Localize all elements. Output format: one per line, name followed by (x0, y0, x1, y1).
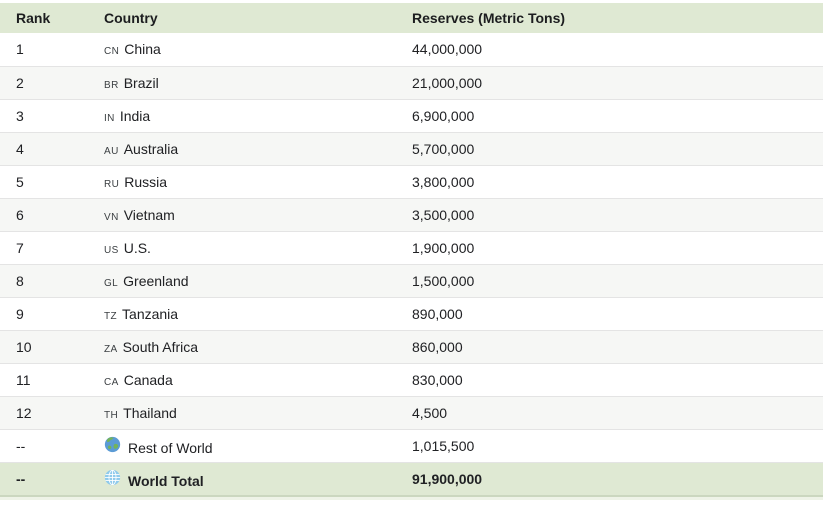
country-code: RU (104, 178, 120, 190)
table-body: 1 CN China 44,000,000 2 BR Brazil 21,000,000 3 IN… (0, 33, 823, 495)
header-rank: Rank (0, 3, 88, 33)
country-cell: US U.S. (88, 231, 396, 264)
header-reserves: Reserves (Metric Tons) (396, 3, 823, 33)
table-row: 11 CA Canada 830,000 (0, 363, 823, 396)
rank-cell: 3 (16, 107, 24, 124)
table-row: 4 AU Australia 5,700,000 (0, 132, 823, 165)
country-name: Greenland (123, 272, 189, 289)
rank-cell: 9 (16, 305, 24, 322)
country-code: CN (104, 46, 120, 58)
table-header: Rank Country Reserves (Metric Tons) (0, 3, 823, 33)
reserves-cell: 4,500 (412, 404, 448, 421)
country-name: Australia (123, 140, 179, 157)
country-code: TZ (104, 310, 118, 322)
header-country: Country (88, 3, 396, 33)
country-name: Russia (124, 173, 168, 190)
reserves-cell: 1,900,000 (412, 239, 475, 256)
country-code: US (104, 244, 119, 256)
table-row: 1 CN China 44,000,000 (0, 33, 823, 66)
country-cell: CA Canada (88, 363, 396, 396)
reserves-table-container: Rank Country Reserves (Metric Tons) 1 CN C… (0, 3, 823, 497)
country-name: U.S. (123, 239, 151, 256)
reserves-cell: 890,000 (412, 305, 463, 322)
reserves-table: Rank Country Reserves (Metric Tons) 1 CN C… (0, 3, 823, 495)
country-code: AU (104, 145, 119, 157)
table-row: 8 GL Greenland 1,500,000 (0, 264, 823, 297)
table-row: 7 US U.S. 1,900,000 (0, 231, 823, 264)
reserves-cell: 6,900,000 (412, 107, 475, 124)
country-code: GL (104, 277, 119, 289)
table-row: 12 TH Thailand 4,500 (0, 396, 823, 429)
table-row: 10 ZA South Africa 860,000 (0, 330, 823, 363)
rank-cell: 6 (16, 206, 24, 223)
country-code: TH (104, 409, 119, 421)
rank-cell: 12 (16, 404, 32, 421)
country-name: Thailand (123, 404, 177, 421)
country-cell: IN India (88, 99, 396, 132)
country-name: India (119, 107, 151, 124)
country-name: Canada (123, 371, 173, 388)
bottom-accent-strip (0, 497, 823, 500)
country-name: Rest of World (128, 439, 213, 456)
table-row: 5 RU Russia 3,800,000 (0, 165, 823, 198)
rank-cell: -- (16, 437, 26, 454)
table-row: 3 IN India 6,900,000 (0, 99, 823, 132)
meridian-globe-icon (104, 469, 121, 486)
country-cell: AU Australia (88, 132, 396, 165)
country-cell: BR Brazil (88, 66, 396, 99)
country-cell: RU Russia (88, 165, 396, 198)
country-code: CA (104, 376, 119, 388)
reserves-cell: 91,900,000 (412, 470, 483, 487)
table-row: 2 BR Brazil 21,000,000 (0, 66, 823, 99)
reserves-cell: 830,000 (412, 371, 463, 388)
rank-cell: 11 (16, 371, 31, 388)
rank-cell: 4 (16, 140, 24, 157)
reserves-cell: 860,000 (412, 338, 463, 355)
country-name: South Africa (122, 338, 199, 355)
country-code: VN (104, 211, 119, 223)
rank-cell: -- (16, 470, 26, 487)
reserves-cell: 44,000,000 (412, 41, 483, 58)
earth-globe-icon (104, 436, 121, 453)
country-cell: GL Greenland (88, 264, 396, 297)
header-row: Rank Country Reserves (Metric Tons) (0, 3, 823, 33)
country-name: Vietnam (123, 206, 175, 223)
rank-cell: 2 (16, 74, 24, 91)
country-code: ZA (104, 343, 118, 355)
country-name: Brazil (123, 74, 159, 91)
rank-cell: 5 (16, 173, 24, 190)
country-name: China (124, 41, 161, 58)
reserves-cell: 1,015,500 (412, 437, 475, 454)
rank-cell: 7 (16, 239, 24, 256)
country-name: World Total (128, 472, 204, 489)
table-row: 9 TZ Tanzania 890,000 (0, 297, 823, 330)
country-cell: Rest of World (88, 429, 396, 462)
country-cell: CN China (88, 33, 396, 66)
country-cell: World Total (88, 462, 396, 495)
rank-cell: 10 (16, 338, 32, 355)
table-row-world-total: -- World Total 91,900,000 (0, 462, 823, 495)
reserves-cell: 21,000,000 (412, 74, 483, 91)
country-cell: TH Thailand (88, 396, 396, 429)
country-cell: TZ Tanzania (88, 297, 396, 330)
country-code: BR (104, 79, 119, 91)
country-cell: ZA South Africa (88, 330, 396, 363)
reserves-cell: 5,700,000 (412, 140, 475, 157)
country-cell: VN Vietnam (88, 198, 396, 231)
reserves-cell: 3,800,000 (412, 173, 475, 190)
table-row: 6 VN Vietnam 3,500,000 (0, 198, 823, 231)
rank-cell: 8 (16, 272, 24, 289)
table-row: -- Rest of World 1,015,500 (0, 429, 823, 462)
reserves-cell: 3,500,000 (412, 206, 475, 223)
country-code: IN (104, 112, 115, 124)
reserves-cell: 1,500,000 (412, 272, 475, 289)
country-name: Tanzania (122, 305, 179, 322)
rank-cell: 1 (16, 41, 24, 58)
